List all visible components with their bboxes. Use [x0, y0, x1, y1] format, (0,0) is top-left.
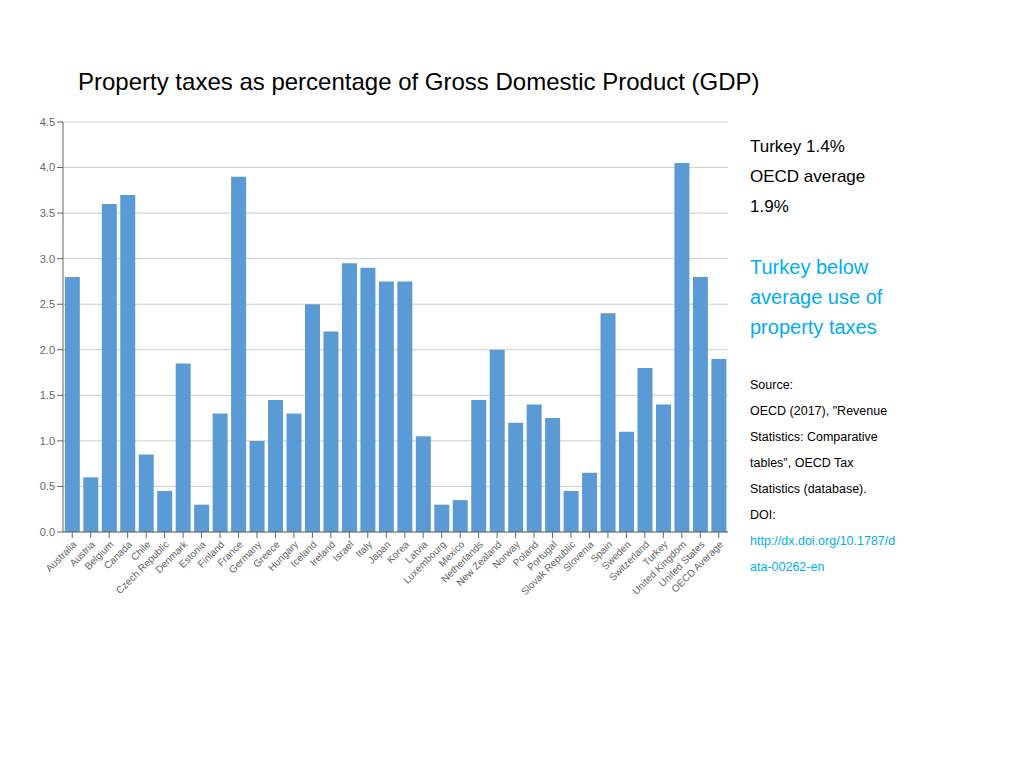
html-text:DOI:: DOI:	[750, 508, 776, 522]
svg-text:2.5: 2.5	[40, 298, 55, 310]
svg-text:Poland: Poland	[510, 538, 541, 569]
html-text:Statistics (database).: Statistics (database).	[750, 482, 867, 496]
svg-text:Portugal: Portugal	[524, 538, 559, 573]
svg-text:Chile: Chile	[128, 538, 153, 563]
svg-text:Israel: Israel	[331, 539, 356, 564]
svg-text:Italy: Italy	[353, 538, 375, 560]
svg-text:0.5: 0.5	[40, 480, 55, 492]
svg-text:Ireland: Ireland	[307, 538, 338, 569]
svg-text:4.5: 4.5	[40, 116, 55, 128]
svg-text:3.0: 3.0	[40, 253, 55, 265]
svg-text:3.5: 3.5	[40, 207, 55, 219]
svg-text:Slovak Republic: Slovak Republic	[518, 538, 578, 598]
svg-text:Luxembourg: Luxembourg	[401, 538, 449, 586]
svg-text:Denmark: Denmark	[153, 538, 190, 576]
svg-text:Australia: Australia	[43, 538, 79, 574]
html-text:Property taxes as percentage o: Property taxes as percentage of Gross Do…	[78, 68, 760, 95]
svg-text:OECD Average: OECD Average	[669, 538, 725, 594]
html-text:1.9%: 1.9%	[750, 197, 789, 216]
svg-text:Germany: Germany	[226, 538, 264, 576]
html-text:Turkey 1.4%: Turkey 1.4%	[750, 137, 845, 156]
svg-text:Estonia: Estonia	[176, 538, 208, 570]
html-text:tables", OECD Tax: tables", OECD Tax	[750, 456, 854, 470]
svg-text:Slovenia: Slovenia	[561, 538, 596, 574]
svg-text:2.0: 2.0	[40, 344, 55, 356]
html-text:OECD average: OECD average	[750, 167, 866, 186]
html-text:http://dx.doi.org/10.1787/d: http://dx.doi.org/10.1787/d	[750, 534, 896, 548]
html-text:average use of: average use of	[750, 286, 883, 308]
svg-text:Canada: Canada	[101, 538, 135, 572]
svg-text:Sweden: Sweden	[599, 538, 633, 572]
svg-text:1.5: 1.5	[40, 389, 55, 401]
svg-text:4.0: 4.0	[40, 161, 55, 173]
svg-text:Netherlands: Netherlands	[439, 538, 486, 585]
html-text:Source:: Source:	[750, 378, 794, 392]
svg-text:Japan: Japan	[365, 538, 393, 566]
html-text:ata-00262-en: ata-00262-en	[750, 560, 825, 574]
svg-text:0.0: 0.0	[40, 526, 55, 538]
svg-text:Spain: Spain	[588, 538, 615, 565]
svg-text:Iceland: Iceland	[288, 538, 319, 570]
svg-text:Latvia: Latvia	[403, 538, 430, 566]
svg-text:Turkey: Turkey	[640, 538, 670, 568]
svg-text:Korea: Korea	[384, 538, 412, 566]
svg-text:New Zealand: New Zealand	[454, 538, 504, 589]
html-text:OECD (2017), "Revenue: OECD (2017), "Revenue	[750, 404, 888, 418]
svg-text:France: France	[215, 538, 245, 569]
svg-text:Hungary: Hungary	[265, 538, 301, 574]
html-text:Turkey below: Turkey below	[750, 256, 869, 278]
svg-text:United States: United States	[656, 538, 707, 589]
svg-text:1.0: 1.0	[40, 435, 55, 447]
svg-text:Austria: Austria	[67, 538, 98, 569]
svg-text:Mexico: Mexico	[436, 538, 467, 569]
svg-text:Switzerland: Switzerland	[607, 538, 652, 583]
svg-text:Finland: Finland	[195, 538, 227, 570]
svg-text:Czech Republic: Czech Republic	[113, 538, 171, 596]
svg-text:Norway: Norway	[490, 538, 522, 571]
html-text:Statistics: Comparative: Statistics: Comparative	[750, 430, 878, 444]
html-text:property taxes: property taxes	[750, 316, 877, 338]
svg-text:United Kingdom: United Kingdom	[630, 538, 689, 597]
svg-text:Greece: Greece	[250, 538, 282, 570]
svg-text:Belgium: Belgium	[82, 538, 116, 572]
